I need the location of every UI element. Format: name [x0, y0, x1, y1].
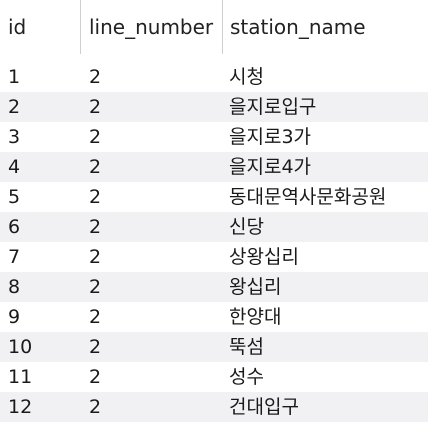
cell-station-name: 한양대	[229, 306, 282, 328]
cell-station-name: 시청	[229, 66, 264, 88]
cell-id: 7	[8, 246, 21, 268]
cell-line-number: 2	[89, 216, 102, 238]
table-row[interactable]: 10 2 뚝섬	[0, 332, 428, 362]
column-header-id[interactable]: id	[8, 15, 27, 39]
cell-station-name: 동대문역사문화공원	[229, 186, 387, 208]
cell-station-name: 을지로3가	[229, 126, 312, 148]
table-row[interactable]: 6 2 신당	[0, 212, 428, 242]
table-row[interactable]: 11 2 성수	[0, 362, 428, 392]
cell-id: 3	[8, 126, 21, 148]
cell-station-name: 건대입구	[229, 396, 299, 418]
cell-id: 2	[8, 96, 21, 118]
cell-line-number: 2	[89, 96, 102, 118]
table-row[interactable]: 3 2 을지로3가	[0, 122, 428, 152]
cell-line-number: 2	[89, 126, 102, 148]
table-row[interactable]: 12 2 건대입구	[0, 392, 428, 422]
table-row[interactable]: 9 2 한양대	[0, 302, 428, 332]
cell-line-number: 2	[89, 336, 102, 358]
cell-line-number: 2	[89, 396, 102, 418]
cell-id: 12	[8, 396, 33, 418]
cell-id: 5	[8, 186, 21, 208]
cell-id: 6	[8, 216, 21, 238]
cell-line-number: 2	[89, 186, 102, 208]
table-body: 1 2 시청 2 2 을지로입구 3 2 을지로3가 4 2 을지로4가 5 2…	[0, 62, 428, 422]
cell-id: 10	[8, 336, 33, 358]
cell-station-name: 뚝섬	[229, 336, 264, 358]
table-row[interactable]: 4 2 을지로4가	[0, 152, 428, 182]
cell-line-number: 2	[89, 306, 102, 328]
table-row[interactable]: 1 2 시청	[0, 62, 428, 92]
cell-id: 11	[8, 366, 33, 388]
column-header-station-name[interactable]: station_name	[222, 0, 428, 54]
cell-id: 1	[8, 66, 21, 88]
cell-line-number: 2	[89, 246, 102, 268]
cell-id: 8	[8, 276, 21, 298]
table-row[interactable]: 5 2 동대문역사문화공원	[0, 182, 428, 212]
cell-station-name: 신당	[229, 216, 264, 238]
cell-line-number: 2	[89, 366, 102, 388]
table-row[interactable]: 7 2 상왕십리	[0, 242, 428, 272]
cell-id: 9	[8, 306, 21, 328]
table-row[interactable]: 2 2 을지로입구	[0, 92, 428, 122]
cell-station-name: 성수	[229, 366, 264, 388]
cell-line-number: 2	[89, 156, 102, 178]
cell-station-name: 왕십리	[229, 276, 282, 298]
cell-line-number: 2	[89, 276, 102, 298]
cell-line-number: 2	[89, 66, 102, 88]
table-header: id line_number station_name	[0, 0, 428, 54]
cell-station-name: 을지로입구	[229, 96, 317, 118]
table-row[interactable]: 8 2 왕십리	[0, 272, 428, 302]
cell-station-name: 상왕십리	[229, 246, 299, 268]
cell-station-name: 을지로4가	[229, 156, 312, 178]
column-header-line-number[interactable]: line_number	[80, 0, 222, 54]
cell-id: 4	[8, 156, 21, 178]
